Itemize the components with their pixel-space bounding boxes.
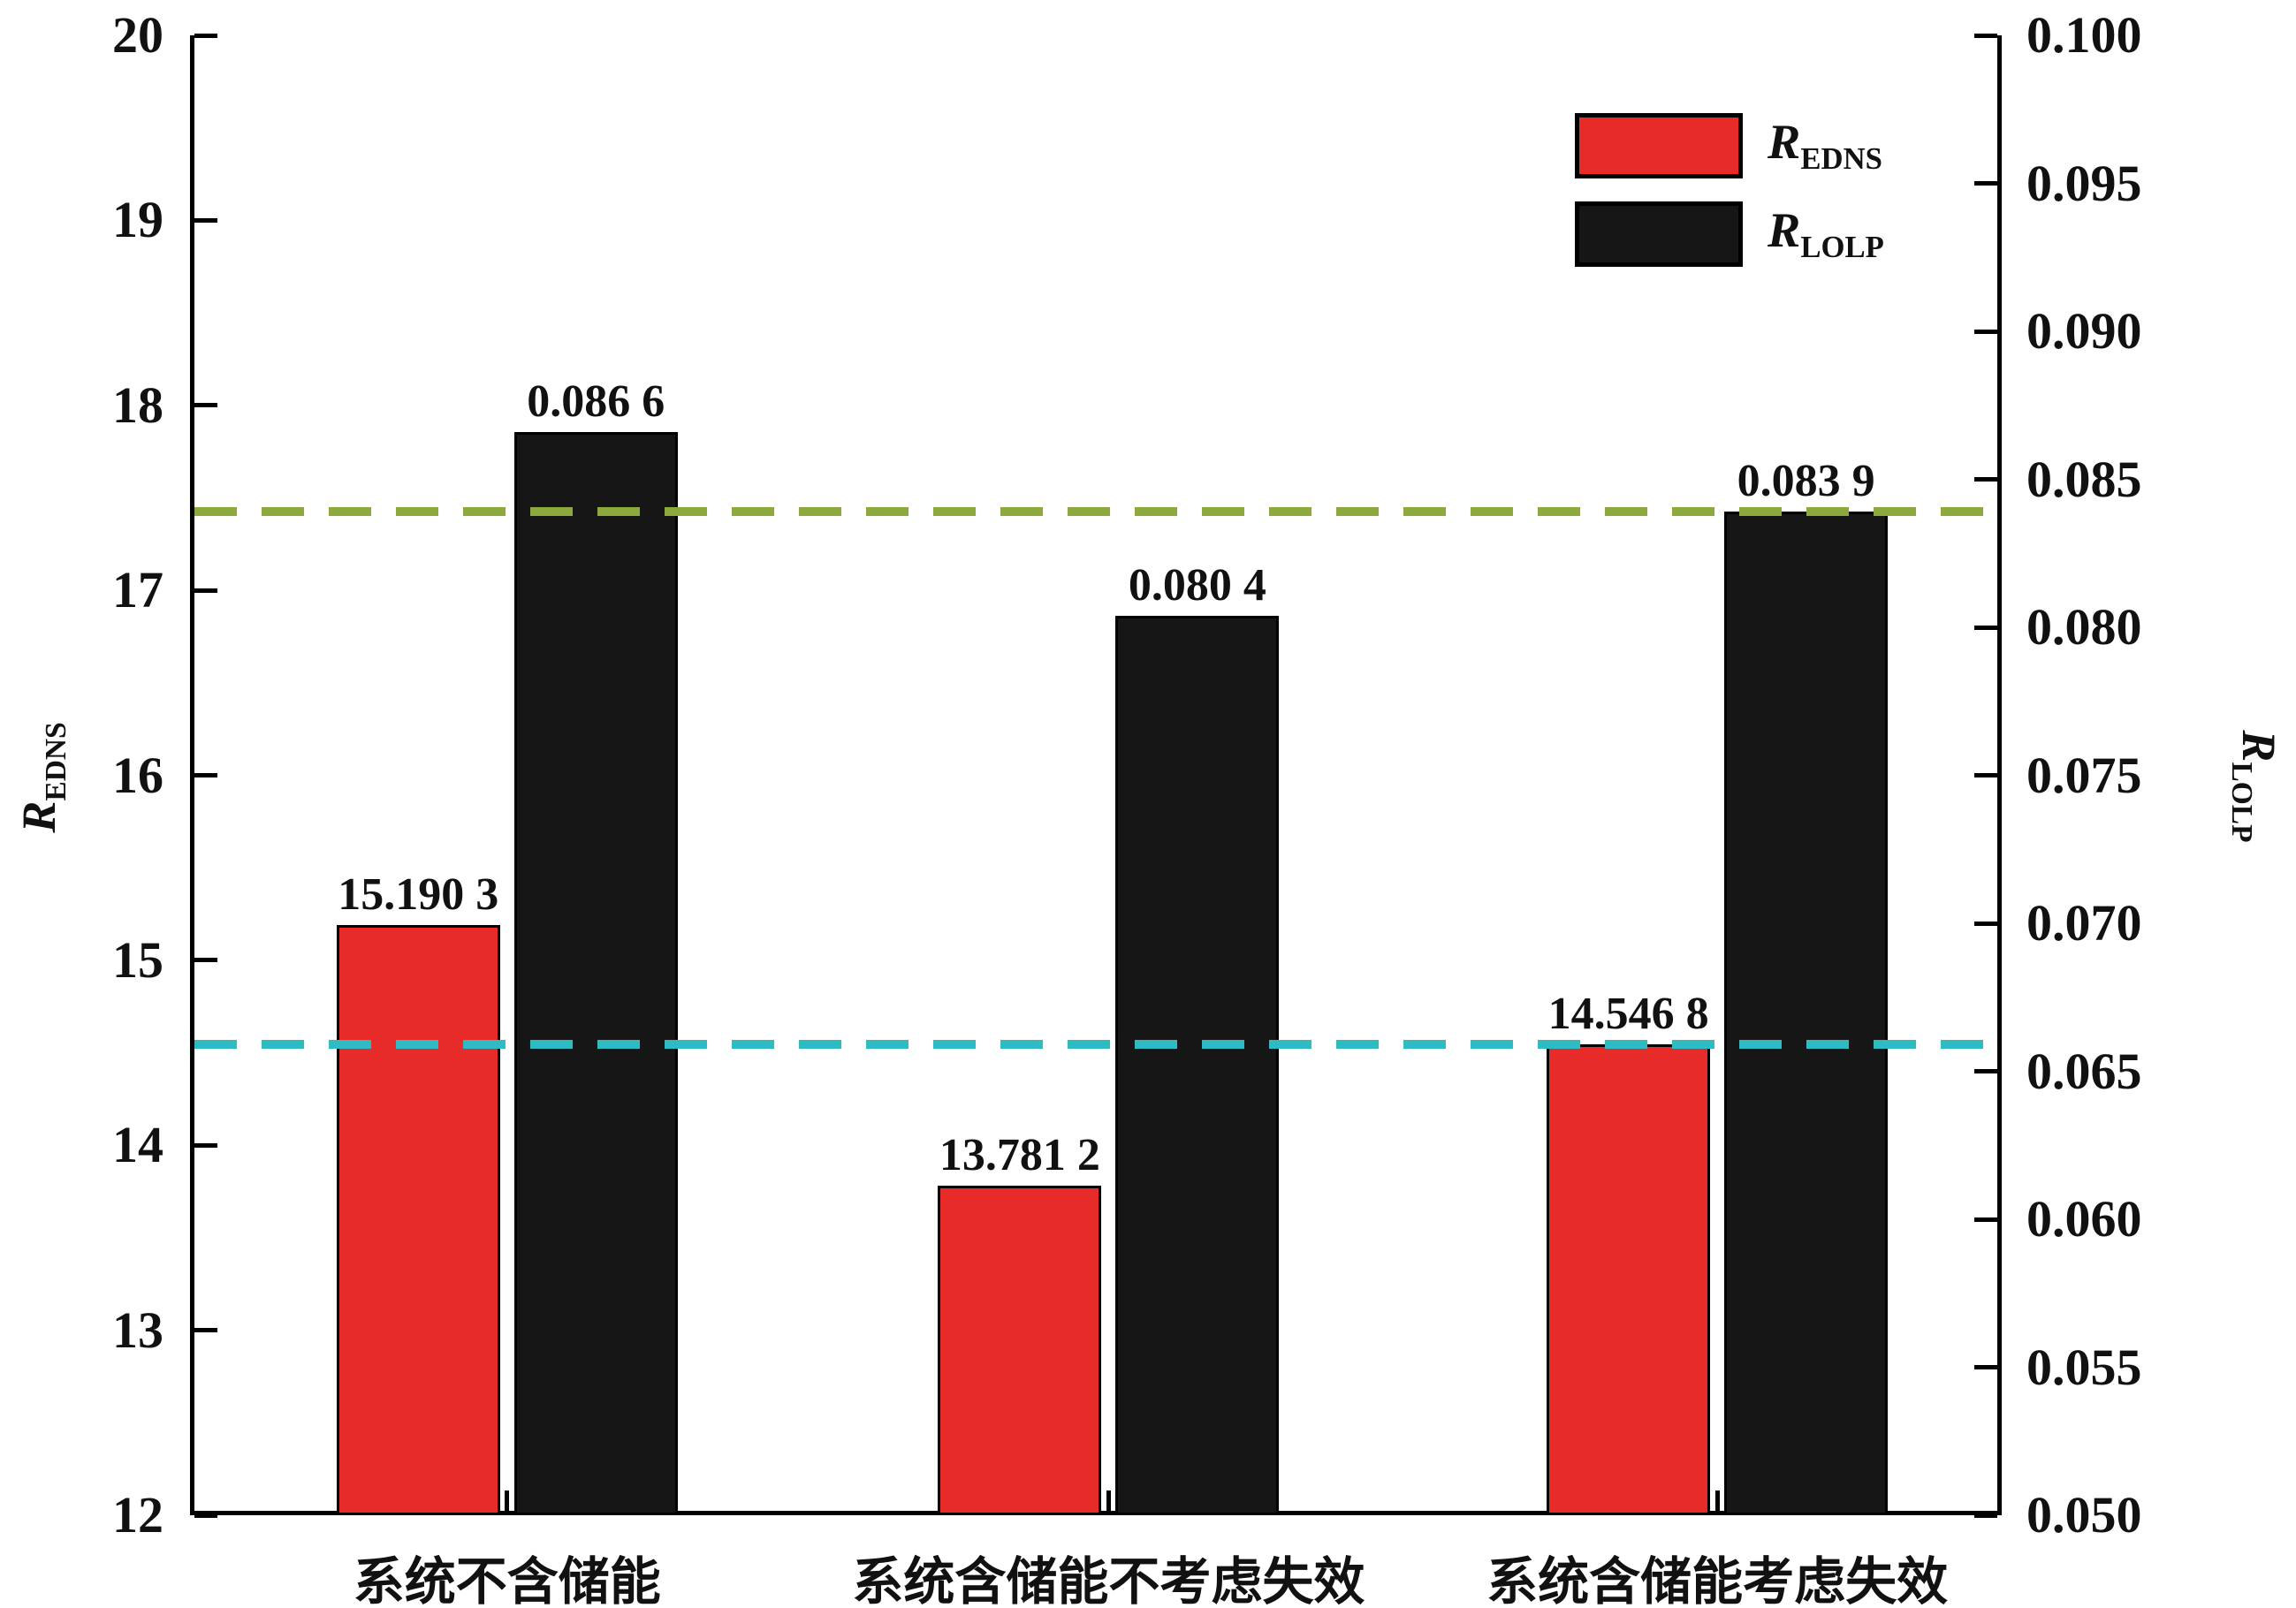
right-axis-tick <box>1974 33 1997 38</box>
category-label: 系统不含储能 <box>353 1553 661 1608</box>
reference-line-lolp <box>194 507 1997 517</box>
x-axis-tick <box>1106 1490 1111 1513</box>
right-axis-tick <box>1974 181 1997 186</box>
right-axis-tick-label: 0.095 <box>2026 154 2142 212</box>
right-axis-tick <box>1974 625 1997 630</box>
right-axis-tick-label: 0.090 <box>2026 302 2142 360</box>
left-axis-tick <box>194 958 217 963</box>
category-label: 系统含储能考虑失效 <box>1486 1553 1949 1608</box>
x-axis-tick <box>1714 1490 1720 1513</box>
right-axis-tick-label: 0.075 <box>2026 746 2142 804</box>
left-axis-tick-label: 18 <box>112 375 163 434</box>
right-axis-title-text: RLOLP <box>2225 730 2285 843</box>
bar-rlolp-0 <box>513 431 678 1515</box>
bar-redns-0 <box>336 925 500 1515</box>
right-axis-tick-label: 0.065 <box>2026 1042 2142 1100</box>
legend-label-lolp: RLOLP <box>1768 203 1884 265</box>
right-axis-tick <box>1974 1365 1997 1369</box>
bar-rlolp-2 <box>1724 512 1889 1515</box>
right-axis-tick-label: 0.055 <box>2026 1338 2142 1396</box>
reference-line-edns <box>194 1039 1997 1049</box>
bar-value-redns-1: 13.781 2 <box>939 1130 1100 1181</box>
right-axis-tick <box>1974 477 1997 482</box>
left-axis-tick-label: 19 <box>112 191 163 249</box>
bar-value-rlolp-0: 0.086 6 <box>527 375 665 427</box>
bar-redns-2 <box>1547 1043 1711 1515</box>
bar-value-redns-2: 14.546 8 <box>1547 988 1709 1039</box>
right-axis-tick-label: 0.060 <box>2026 1190 2142 1248</box>
left-axis-tick <box>194 217 217 223</box>
right-axis-tick-label: 0.070 <box>2026 894 2142 952</box>
right-axis-tick <box>1974 329 1997 334</box>
left-axis-tick <box>194 1328 217 1333</box>
legend-item-edns: REDNS <box>1575 113 1884 178</box>
bar-value-redns-0: 15.190 3 <box>338 869 499 921</box>
left-axis-tick <box>194 1142 217 1148</box>
bar-rlolp-1 <box>1115 615 1280 1515</box>
legend-item-lolp: RLOLP <box>1575 201 1884 267</box>
right-axis-tick-label: 0.050 <box>2026 1486 2142 1544</box>
legend: REDNS RLOLP <box>1575 113 1884 290</box>
left-axis-tick <box>194 403 217 408</box>
right-axis-tick <box>1974 1217 1997 1222</box>
legend-swatch-edns <box>1575 113 1743 178</box>
right-axis-tick <box>1974 773 1997 777</box>
legend-label-edns: REDNS <box>1768 115 1882 177</box>
right-axis-tick <box>1974 921 1997 926</box>
left-axis-tick-label: 14 <box>112 1116 163 1174</box>
right-axis-tick <box>1974 1513 1997 1518</box>
category-label: 系统含储能不考虑失效 <box>852 1553 1365 1608</box>
left-axis-tick-label: 20 <box>112 6 163 64</box>
legend-swatch-lolp <box>1575 201 1743 267</box>
right-axis-tick-label: 0.085 <box>2026 450 2142 508</box>
left-axis-tick-label: 16 <box>112 746 163 804</box>
right-axis-tick <box>1974 1069 1997 1073</box>
left-axis-tick-label: 15 <box>112 930 163 989</box>
left-axis-tick <box>194 1513 217 1518</box>
left-axis-tick-label: 17 <box>112 561 163 619</box>
left-axis-tick-label: 13 <box>112 1301 163 1359</box>
left-axis-tick <box>194 773 217 777</box>
right-axis-tick-label: 0.100 <box>2026 6 2142 64</box>
left-axis-tick-label: 12 <box>112 1486 163 1544</box>
bar-value-rlolp-2: 0.083 9 <box>1737 456 1875 507</box>
left-axis-tick <box>194 588 217 593</box>
left-axis-tick <box>194 33 217 38</box>
right-axis-tick-label: 0.080 <box>2026 598 2142 656</box>
x-axis-tick <box>505 1490 510 1513</box>
bar-value-rlolp-1: 0.080 4 <box>1128 559 1266 611</box>
bar-redns-1 <box>938 1186 1102 1515</box>
